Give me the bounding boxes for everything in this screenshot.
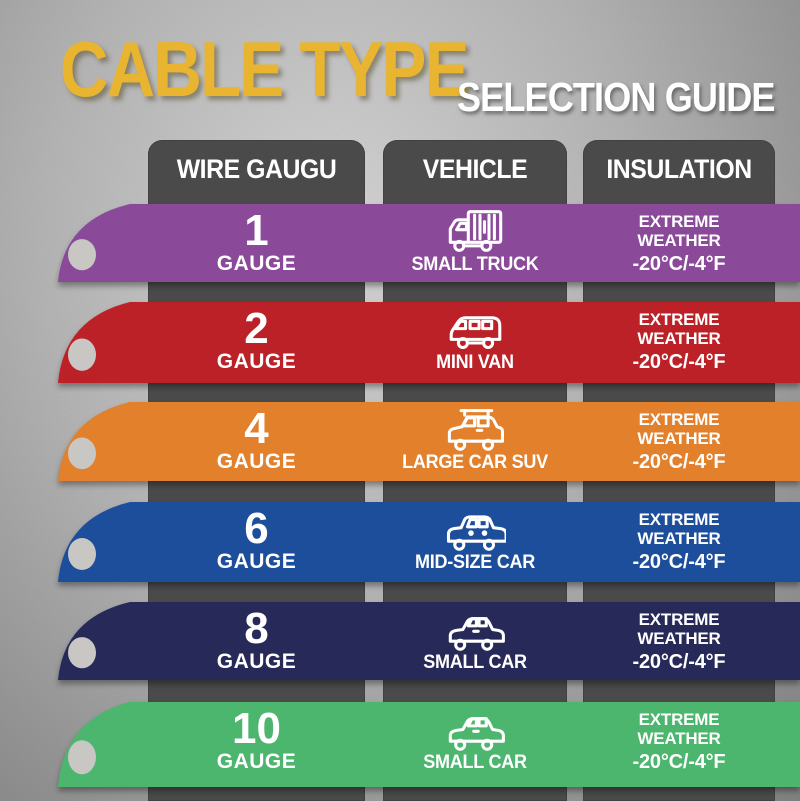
gauge-number: 1 (244, 206, 269, 255)
insulation-line2: WEATHER (637, 231, 721, 251)
table-row: 10 GAUGE SMALL CAR EXTREME WEATHER -20°C… (0, 702, 800, 787)
ribbon-banner (58, 702, 800, 787)
insulation-line1: EXTREME (638, 610, 720, 629)
table-row: 4 GAUGE LARGE CAR SUV EXTREME WEATHER -2… (0, 402, 800, 481)
grommet-hole (68, 538, 96, 570)
small-truck-icon (383, 209, 567, 254)
gauge-cell: 4 GAUGE (148, 404, 365, 474)
gauge-label: GAUGE (216, 450, 297, 473)
ribbon-banner (58, 302, 800, 383)
vehicle-label: LARGE CAR SUV (402, 452, 548, 473)
vehicle-label: SMALL CAR (423, 752, 527, 773)
insulation-line2: WEATHER (637, 729, 721, 749)
insulation-cell: EXTREME WEATHER -20°C/-4°F (583, 510, 775, 573)
mid-size-car-icon (383, 507, 567, 552)
insulation-line1: EXTREME (638, 212, 720, 231)
insulation-cell: EXTREME WEATHER -20°C/-4°F (583, 410, 775, 473)
gauge-number: 2 (244, 304, 269, 353)
gauge-number: 6 (244, 504, 269, 553)
ribbon-banner (58, 402, 800, 481)
insulation-cell: EXTREME WEATHER -20°C/-4°F (583, 310, 775, 373)
vehicle-label: SMALL TRUCK (411, 254, 539, 275)
insulation-line1: EXTREME (638, 310, 720, 329)
mini-van-icon (383, 307, 567, 352)
insulation-temperature: -20°C/-4°F (632, 253, 726, 276)
gauge-label: GAUGE (216, 252, 297, 275)
insulation-line2: WEATHER (637, 629, 721, 649)
gauge-cell: 1 GAUGE (148, 206, 365, 276)
vehicle-label: MID-SIZE CAR (415, 552, 535, 573)
insulation-line1: EXTREME (638, 710, 720, 729)
small-car-icon (383, 707, 567, 752)
gauge-cell: 10 GAUGE (148, 704, 365, 774)
gauge-number: 8 (244, 604, 269, 653)
insulation-temperature: -20°C/-4°F (632, 451, 726, 474)
grommet-hole (68, 437, 96, 470)
ribbon-banner (58, 502, 800, 582)
vehicle-cell: SMALL CAR (383, 707, 567, 774)
table-row: 1 GAUGE SMALL TRUCK EXTREME WEATHER -20°… (0, 204, 800, 282)
insulation-line2: WEATHER (637, 329, 721, 349)
ribbon-banner (58, 204, 800, 282)
gauge-label: GAUGE (216, 650, 297, 673)
table-row: 6 GAUGE MID-SIZE CAR EXTREME WEATHER -20… (0, 502, 800, 582)
grommet-hole (68, 239, 96, 271)
column-header-insulation: INSULATION (606, 154, 752, 184)
vehicle-cell: MID-SIZE CAR (383, 507, 567, 574)
table-row: 2 GAUGE MINI VAN EXTREME WEATHER -20°C/-… (0, 302, 800, 383)
insulation-line2: WEATHER (637, 529, 721, 549)
ribbon-banner (58, 602, 800, 680)
column-header-vehicle: VEHICLE (422, 154, 528, 184)
insulation-temperature: -20°C/-4°F (632, 551, 726, 574)
gauge-number: 4 (244, 404, 269, 453)
insulation-line2: WEATHER (637, 429, 721, 449)
vehicle-cell: LARGE CAR SUV (383, 407, 567, 474)
gauge-cell: 6 GAUGE (148, 504, 365, 574)
gauge-number: 10 (232, 704, 281, 753)
grommet-hole (68, 637, 96, 669)
page-subtitle: SELECTION GUIDE (457, 74, 775, 120)
gauge-cell: 8 GAUGE (148, 604, 365, 674)
table-row: 8 GAUGE SMALL CAR EXTREME WEATHER -20°C/… (0, 602, 800, 680)
gauge-cell: 2 GAUGE (148, 304, 365, 374)
grommet-hole (68, 740, 96, 775)
vehicle-cell: MINI VAN (383, 307, 567, 374)
insulation-line1: EXTREME (638, 410, 720, 429)
insulation-cell: EXTREME WEATHER -20°C/-4°F (583, 610, 775, 673)
vehicle-label: MINI VAN (436, 352, 514, 373)
insulation-temperature: -20°C/-4°F (632, 751, 726, 774)
insulation-temperature: -20°C/-4°F (632, 651, 726, 674)
insulation-cell: EXTREME WEATHER -20°C/-4°F (583, 710, 775, 773)
grommet-hole (68, 338, 96, 371)
column-header-wire-gauge: WIRE GAUGU (176, 154, 337, 184)
gauge-label: GAUGE (216, 750, 297, 773)
insulation-line1: EXTREME (638, 510, 720, 529)
page-title: CABLE TYPE (60, 25, 469, 113)
insulation-cell: EXTREME WEATHER -20°C/-4°F (583, 212, 775, 275)
gauge-label: GAUGE (216, 350, 297, 373)
vehicle-cell: SMALL TRUCK (383, 209, 567, 276)
insulation-temperature: -20°C/-4°F (632, 351, 726, 374)
suv-icon (383, 407, 567, 452)
vehicle-label: SMALL CAR (423, 652, 527, 673)
vehicle-cell: SMALL CAR (383, 607, 567, 674)
gauge-label: GAUGE (216, 550, 297, 573)
small-car-icon (383, 607, 567, 652)
